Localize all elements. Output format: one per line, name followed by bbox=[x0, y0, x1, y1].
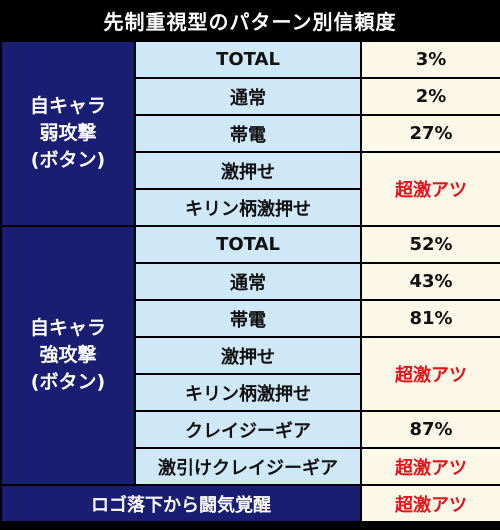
row-value: 27% bbox=[360, 114, 500, 153]
row-label: 帯電 bbox=[134, 114, 362, 153]
merged-value: 超激アツ bbox=[360, 151, 500, 227]
row-value: 52% bbox=[360, 225, 500, 264]
row-value: 43% bbox=[360, 262, 500, 301]
row-label: TOTAL bbox=[134, 225, 362, 264]
row-label: キリン柄激押せ bbox=[134, 373, 362, 412]
row-label: 激押せ bbox=[134, 151, 362, 190]
group-label-weak-attack: 自キャラ 弱攻撃 (ボタン) bbox=[0, 40, 136, 227]
table-row: 激押せ 超激アツ bbox=[1, 151, 500, 227]
row-value: 3% bbox=[360, 40, 500, 79]
table-row: 激引けクレイジーギア 超激アツ bbox=[1, 447, 500, 486]
row-label: 通常 bbox=[134, 77, 362, 116]
table-row: 激押せ 超激アツ bbox=[1, 336, 500, 412]
row-label: 通常 bbox=[134, 262, 362, 301]
table-row: 自キャラ 弱攻撃 (ボタン) TOTAL 3% bbox=[0, 40, 500, 227]
row-label: 帯電 bbox=[134, 299, 362, 338]
footer-value: 超激アツ bbox=[360, 484, 500, 523]
row-value: 超激アツ bbox=[360, 447, 500, 486]
group-label-strong-attack: 自キャラ 強攻撃 (ボタン) bbox=[0, 225, 136, 486]
table-row: キリン柄激押せ bbox=[1, 373, 500, 412]
table-row: 帯電 81% bbox=[1, 299, 500, 338]
row-label: クレイジーギア bbox=[134, 410, 362, 449]
row-label: 激押せ bbox=[134, 336, 362, 375]
row-label: キリン柄激押せ bbox=[134, 188, 362, 227]
row-value: 87% bbox=[360, 410, 500, 449]
table-row: ロゴ落下から闘気覚醒 超激アツ bbox=[0, 484, 500, 523]
row-label: TOTAL bbox=[134, 40, 362, 79]
table-row: 帯電 27% bbox=[1, 114, 500, 153]
page-title: 先制重視型のパターン別信頼度 bbox=[103, 9, 397, 34]
row-value: 2% bbox=[360, 77, 500, 116]
table-row: キリン柄激押せ bbox=[1, 188, 500, 227]
row-value: 81% bbox=[360, 299, 500, 338]
row-label: 激引けクレイジーギア bbox=[134, 447, 362, 486]
merged-value: 超激アツ bbox=[360, 336, 500, 412]
table-row: 通常 43% bbox=[1, 262, 500, 301]
table-row: 自キャラ 強攻撃 (ボタン) TOTAL 52% bbox=[0, 225, 500, 486]
reliability-table: 自キャラ 弱攻撃 (ボタン) TOTAL 3% 通常 2% 帯電 27% 激押せ… bbox=[0, 40, 500, 523]
footer-label: ロゴ落下から闘気覚醒 bbox=[0, 484, 362, 523]
table-row: クレイジーギア 87% bbox=[1, 410, 500, 449]
